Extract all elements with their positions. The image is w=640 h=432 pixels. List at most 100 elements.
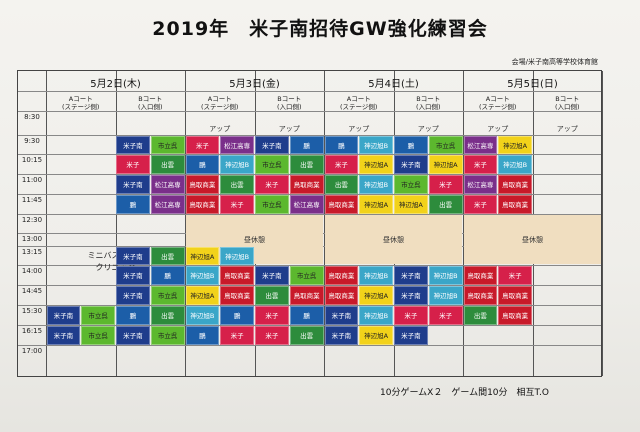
grid-line bbox=[463, 71, 464, 376]
team-cell: 鳥取商業 bbox=[185, 194, 220, 214]
team-cell: 米子南 bbox=[116, 285, 150, 305]
team-cell: 神辺旭B bbox=[359, 135, 393, 154]
team-cell: 神辺旭A bbox=[498, 135, 532, 154]
warmup-label: アップ bbox=[487, 125, 509, 133]
team-cell: 出雲 bbox=[463, 305, 498, 325]
team-cell: 神辺旭B bbox=[428, 265, 463, 285]
team-cell: 鳥取商業 bbox=[185, 174, 220, 194]
team-cell: 鵬 bbox=[289, 135, 324, 154]
team-cell: 神辺旭B bbox=[359, 174, 393, 194]
team-cell: 米子 bbox=[255, 305, 289, 325]
team-cell: 市立呉 bbox=[428, 135, 463, 154]
team-cell: 出雲 bbox=[255, 285, 289, 305]
team-cell: 松江高専 bbox=[220, 135, 254, 154]
team-cell: 鵬 bbox=[324, 135, 359, 154]
team-cell: 神辺旭B bbox=[220, 246, 254, 265]
court-a-header: Aコート (ステージ側) bbox=[340, 95, 378, 111]
team-cell: 鳥取商業 bbox=[498, 285, 532, 305]
court-a-header: Aコート (ステージ側) bbox=[62, 95, 100, 111]
grid-line bbox=[18, 91, 601, 92]
team-cell: 米子南 bbox=[394, 325, 428, 345]
team-cell: 米子 bbox=[428, 305, 463, 325]
team-cell: 市立呉 bbox=[150, 135, 185, 154]
team-cell: 鳥取商業 bbox=[324, 265, 359, 285]
warmup-label: アップ bbox=[278, 125, 300, 133]
team-cell: 米子南 bbox=[255, 135, 289, 154]
court-a-header: Aコート (ステージ側) bbox=[201, 95, 239, 111]
time-label: 9:30 bbox=[24, 137, 40, 145]
court-b-header: Bコート (入口側) bbox=[137, 95, 163, 111]
team-cell: 米子南 bbox=[324, 325, 359, 345]
lunch-break: 昼休憩 bbox=[464, 215, 601, 264]
team-cell: 神辺旭B bbox=[498, 154, 532, 174]
grid-line bbox=[602, 71, 603, 376]
team-cell: 米子南 bbox=[324, 305, 359, 325]
team-cell: 神辺旭A bbox=[428, 154, 463, 174]
team-cell: 市立呉 bbox=[150, 285, 185, 305]
day-header: 5月5日(日) bbox=[507, 79, 558, 90]
team-cell: 鵬 bbox=[150, 265, 185, 285]
team-cell: 神辺旭B bbox=[359, 305, 393, 325]
team-cell: 米子南 bbox=[116, 135, 150, 154]
time-label: 10:15 bbox=[21, 156, 43, 164]
time-label: 15:30 bbox=[21, 307, 43, 315]
team-cell: 鳥取商業 bbox=[324, 194, 359, 214]
team-cell: 鳥取商業 bbox=[498, 305, 532, 325]
team-cell: 米子 bbox=[463, 194, 498, 214]
team-cell: 市立呉 bbox=[81, 325, 115, 345]
team-cell: 松江高専 bbox=[289, 194, 324, 214]
team-cell: 米子南 bbox=[394, 154, 428, 174]
team-cell: 松江高専 bbox=[463, 174, 498, 194]
team-cell: 鳥取商業 bbox=[498, 194, 532, 214]
team-cell: 市立呉 bbox=[255, 194, 289, 214]
day-header: 5月2日(木) bbox=[90, 79, 141, 90]
day-header: 5月4日(土) bbox=[368, 79, 419, 90]
team-cell: 市立呉 bbox=[81, 305, 115, 325]
time-label: 17:00 bbox=[21, 347, 43, 355]
team-cell: 米子南 bbox=[394, 265, 428, 285]
team-cell: 市立呉 bbox=[150, 325, 185, 345]
footer-note: 10分ゲームX２ ゲーム間10分 相互T.O bbox=[380, 388, 549, 398]
warmup-label: アップ bbox=[348, 125, 370, 133]
team-cell: 出雲 bbox=[150, 154, 185, 174]
time-label: 8:30 bbox=[24, 113, 40, 121]
team-cell: 米子南 bbox=[116, 325, 150, 345]
team-cell: 米子 bbox=[185, 135, 220, 154]
team-cell: 鳥取商業 bbox=[463, 265, 498, 285]
court-b-header: Bコート (入口側) bbox=[415, 95, 441, 111]
team-cell: 神辺旭A bbox=[394, 194, 428, 214]
team-cell: 鵬 bbox=[185, 154, 220, 174]
team-cell: 米子 bbox=[498, 265, 532, 285]
team-cell: 鵬 bbox=[116, 305, 150, 325]
team-cell: 米子南 bbox=[255, 265, 289, 285]
team-cell: 出雲 bbox=[324, 174, 359, 194]
time-label: 11:00 bbox=[21, 176, 43, 184]
warmup-label: アップ bbox=[417, 125, 439, 133]
grid-line bbox=[185, 71, 186, 376]
team-cell: 鳥取商業 bbox=[289, 285, 324, 305]
team-cell: 鵬 bbox=[116, 194, 150, 214]
team-cell: 神辺旭A bbox=[359, 194, 393, 214]
time-label: 11:45 bbox=[21, 196, 43, 204]
time-label: 12:30 bbox=[21, 216, 43, 224]
warmup-label: アップ bbox=[209, 125, 231, 133]
page-title: 2019年 米子南招待GW強化練習会 bbox=[152, 18, 488, 40]
team-cell: 米子 bbox=[324, 154, 359, 174]
team-cell: 鳥取商業 bbox=[289, 174, 324, 194]
team-cell: 市立呉 bbox=[255, 154, 289, 174]
team-cell: 松江高専 bbox=[150, 194, 185, 214]
team-cell: 松江高専 bbox=[463, 135, 498, 154]
team-cell: 米子 bbox=[255, 325, 289, 345]
court-a-header: Aコート (ステージ側) bbox=[479, 95, 517, 111]
team-cell: 鵬 bbox=[185, 325, 220, 345]
day-header: 5月3日(金) bbox=[229, 79, 280, 90]
team-cell: 米子 bbox=[220, 325, 254, 345]
grid-line bbox=[324, 71, 325, 376]
team-cell: 鳥取商業 bbox=[498, 174, 532, 194]
team-cell: 市立呉 bbox=[394, 174, 428, 194]
lunch-break: 昼休憩 bbox=[325, 215, 462, 264]
team-cell: 神辺旭A bbox=[359, 154, 393, 174]
team-cell: 米子 bbox=[255, 174, 289, 194]
team-cell: 鵬 bbox=[394, 135, 428, 154]
team-cell: 神辺旭A bbox=[359, 325, 393, 345]
